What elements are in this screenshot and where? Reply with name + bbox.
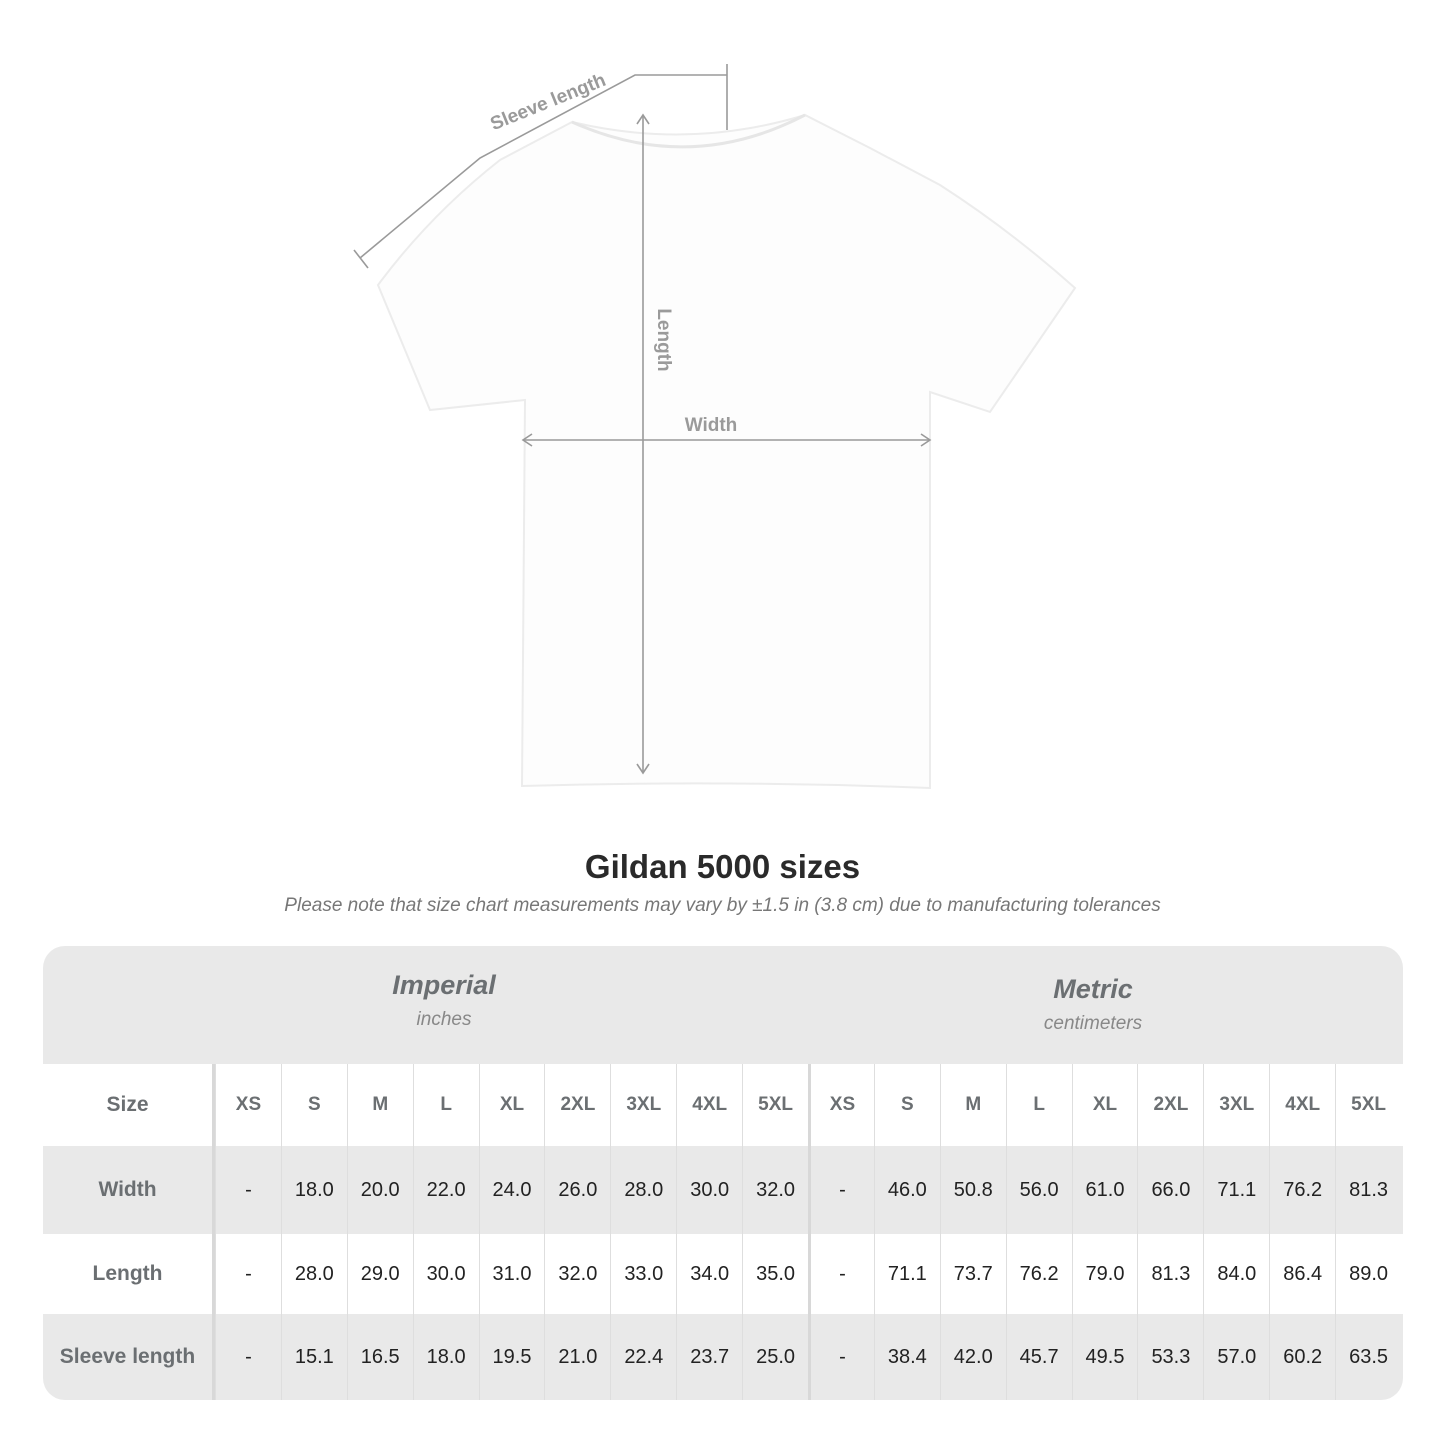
size-header-metric: XL xyxy=(1071,1064,1138,1146)
size-header-metric: 4XL xyxy=(1269,1064,1335,1146)
imperial-unit: inches xyxy=(416,1009,472,1030)
table-cell-imperial: 18.0 xyxy=(412,1314,479,1400)
table-cell-imperial: 16.5 xyxy=(346,1314,413,1400)
page-title: Gildan 5000 sizes xyxy=(584,848,861,885)
table-row: Sleeve length -15.1 16.5 18.0 19.5 21.0 22.4 23… xyxy=(43,1314,1403,1400)
table-cell-metric: 56.0 xyxy=(1005,1146,1072,1234)
table-cell-metric: 66.0 xyxy=(1137,1146,1203,1234)
metric-header: Metric centimeters xyxy=(893,974,1293,1035)
table-cell-metric: 49.5 xyxy=(1071,1314,1138,1400)
size-header-metric: L xyxy=(1005,1064,1072,1146)
table-row: Width -18.0 20.0 22.0 24.0 26.0 28.0 30.0 32.0-4… xyxy=(43,1146,1403,1234)
metric-title: Metric xyxy=(1053,974,1133,1004)
row-label: Sleeve length xyxy=(43,1314,215,1400)
width-arrowheads xyxy=(521,433,932,447)
table-cell-imperial: - xyxy=(215,1314,281,1400)
table-cell-imperial: 26.0 xyxy=(544,1146,610,1234)
table-cell-imperial: 22.0 xyxy=(412,1146,479,1234)
table-cell-imperial: - xyxy=(215,1234,281,1314)
tshirt-collar xyxy=(571,113,806,149)
table-cell-imperial: 32.0 xyxy=(544,1234,610,1314)
table-cell-metric: 76.2 xyxy=(1005,1234,1072,1314)
table-cell-imperial: 34.0 xyxy=(676,1234,742,1314)
sleeve-length-tick-left xyxy=(353,249,369,269)
row-label: Length xyxy=(43,1234,215,1314)
size-header-metric: 2XL xyxy=(1137,1064,1203,1146)
table-cell-metric: 38.4 xyxy=(873,1314,940,1400)
size-header-row: Size XS S M L XL 2XL 3XL 4XL 5XL XS S M L XL 2XL 3XL 4XL 5… xyxy=(43,1064,1403,1146)
metric-unit: centimeters xyxy=(1043,1013,1143,1034)
table-cell-metric: 53.3 xyxy=(1137,1314,1203,1400)
size-table: Imperial inches Metric centimeters Size X… xyxy=(43,946,1403,1400)
table-cell-imperial: 30.0 xyxy=(676,1146,742,1234)
size-header-metric: M xyxy=(939,1064,1006,1146)
table-cell-metric: 50.8 xyxy=(939,1146,1006,1234)
table-cell-imperial: 25.0 xyxy=(742,1314,808,1400)
table-cell-metric: 60.2 xyxy=(1269,1314,1335,1400)
size-header-imperial: M xyxy=(346,1064,413,1146)
size-header-metric: XS xyxy=(808,1064,874,1146)
size-header-imperial: 4XL xyxy=(676,1064,742,1146)
table-cell-metric: 81.3 xyxy=(1335,1146,1401,1234)
imperial-title: Imperial xyxy=(392,970,496,1000)
tolerance-note: Please note that size chart measurements… xyxy=(284,895,1161,916)
table-cell-metric: 63.5 xyxy=(1335,1314,1401,1400)
tshirt-diagram: Sleeve length Length Width xyxy=(353,64,1077,790)
table-cell-imperial: 23.7 xyxy=(676,1314,742,1400)
tshirt-shape xyxy=(376,113,1077,790)
sleeve-length-line xyxy=(359,74,727,259)
table-cell-imperial: 20.0 xyxy=(346,1146,413,1234)
table-cell-imperial: 28.0 xyxy=(610,1146,676,1234)
table-cell-imperial: 28.0 xyxy=(280,1234,347,1314)
table-cell-metric: 84.0 xyxy=(1203,1234,1269,1314)
table-cell-imperial: 32.0 xyxy=(742,1146,808,1234)
table-cell-metric: 71.1 xyxy=(873,1234,940,1314)
size-header-imperial: 3XL xyxy=(610,1064,676,1146)
size-header-imperial: XS xyxy=(215,1064,281,1146)
size-header-imperial: 5XL xyxy=(742,1064,808,1146)
table-cell-metric: 76.2 xyxy=(1269,1146,1335,1234)
size-header-imperial: S xyxy=(280,1064,347,1146)
table-cell-imperial: 18.0 xyxy=(280,1146,347,1234)
table-cell-metric: 79.0 xyxy=(1071,1234,1138,1314)
table-cell-metric: 89.0 xyxy=(1335,1234,1401,1314)
table-cell-metric: 46.0 xyxy=(873,1146,940,1234)
width-label: Width xyxy=(685,415,738,436)
table-cell-imperial: 22.4 xyxy=(610,1314,676,1400)
table-cell-imperial: 24.0 xyxy=(478,1146,545,1234)
table-cell-imperial: 19.5 xyxy=(478,1314,545,1400)
table-cell-imperial: 15.1 xyxy=(280,1314,347,1400)
length-arrowheads xyxy=(636,113,650,775)
table-cell-imperial: 29.0 xyxy=(346,1234,413,1314)
table-cell-metric: 57.0 xyxy=(1203,1314,1269,1400)
table-cell-imperial: 30.0 xyxy=(412,1234,479,1314)
table-cell-imperial: 21.0 xyxy=(544,1314,610,1400)
size-header-metric: 3XL xyxy=(1203,1064,1269,1146)
table-cell-metric: - xyxy=(808,1146,874,1234)
size-header-imperial: XL xyxy=(478,1064,545,1146)
size-header-metric: 5XL xyxy=(1335,1064,1401,1146)
table-row: Length -28.0 29.0 30.0 31.0 32.0 33.0 34.0 35.0-… xyxy=(43,1234,1403,1314)
row-label: Width xyxy=(43,1146,215,1234)
table-cell-metric: 45.7 xyxy=(1005,1314,1072,1400)
unit-header-band: Imperial inches Metric centimeters xyxy=(43,946,1403,1064)
size-label: Size xyxy=(43,1064,215,1146)
table-cell-metric: 71.1 xyxy=(1203,1146,1269,1234)
table-cell-metric: 86.4 xyxy=(1269,1234,1335,1314)
table-cell-imperial: - xyxy=(215,1146,281,1234)
table-cell-metric: 73.7 xyxy=(939,1234,1006,1314)
table-cell-imperial: 35.0 xyxy=(742,1234,808,1314)
table-cell-metric: 81.3 xyxy=(1137,1234,1203,1314)
size-header-metric: S xyxy=(873,1064,940,1146)
table-cell-metric: 42.0 xyxy=(939,1314,1006,1400)
table-cell-imperial: 33.0 xyxy=(610,1234,676,1314)
length-label: Length xyxy=(653,308,674,371)
table-cell-metric: - xyxy=(808,1234,874,1314)
size-header-imperial: 2XL xyxy=(544,1064,610,1146)
table-cell-metric: 61.0 xyxy=(1071,1146,1138,1234)
size-header-imperial: L xyxy=(412,1064,479,1146)
imperial-header: Imperial inches xyxy=(244,970,644,1031)
table-cell-imperial: 31.0 xyxy=(478,1234,545,1314)
table-cell-metric: - xyxy=(808,1314,874,1400)
